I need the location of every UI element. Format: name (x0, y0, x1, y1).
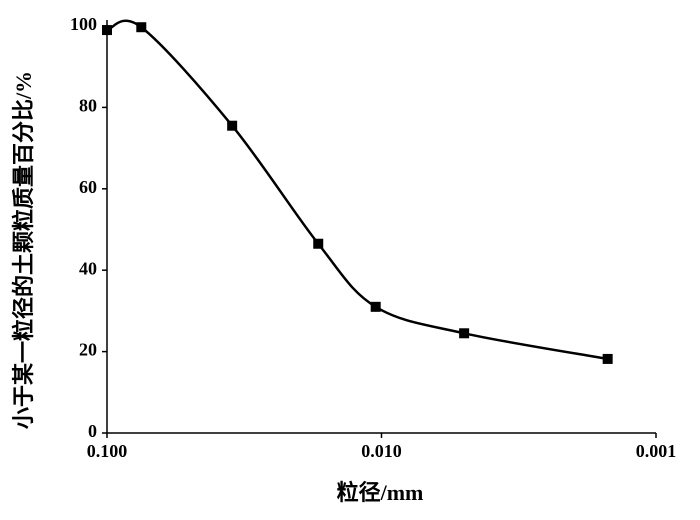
x-axis-label: 粒径/mm (337, 480, 424, 505)
data-point (136, 22, 147, 33)
data-point (227, 120, 238, 131)
y-tick-label: 100 (70, 14, 97, 34)
x-tick-label: 0.100 (87, 441, 128, 461)
y-tick-label: 40 (79, 258, 97, 278)
y-tick-label: 80 (79, 96, 97, 116)
y-tick-label: 20 (79, 340, 97, 360)
data-point (459, 328, 470, 339)
data-point (102, 25, 112, 36)
data-point (602, 353, 613, 364)
data-line (106, 19, 608, 361)
y-axis-label: 小于某一粒径的土颗粒质量百分比/% (11, 71, 36, 429)
y-tick-label: 60 (79, 177, 97, 197)
x-tick-label: 0.001 (636, 441, 677, 461)
data-point (313, 238, 324, 249)
data-point (370, 301, 381, 312)
y-tick-label: 0 (88, 421, 97, 441)
x-tick-label: 0.010 (361, 441, 402, 461)
